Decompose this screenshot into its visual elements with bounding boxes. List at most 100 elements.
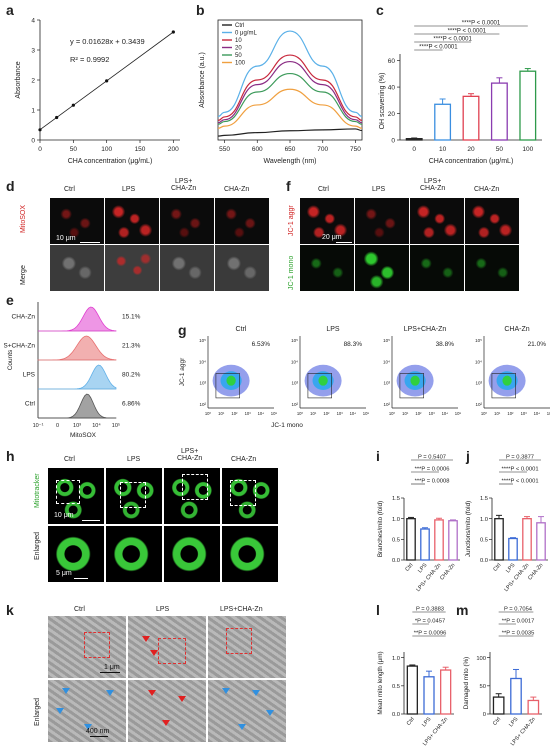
g-xtick-label: 10³ [429,411,436,416]
sig-label: ***P = 0.0008 [415,479,450,485]
h-scalebar [82,520,100,521]
g-ytick-label: 10⁵ [383,338,390,343]
g-ytick-label: 10⁴ [291,359,298,364]
panel-label-m: m [456,602,469,618]
d-col-lps-cha: LPS+ CHA-Zn [171,178,197,193]
f-img-lps-mono [355,245,409,291]
bar [510,677,522,715]
sig-label: P = 0.3877 [506,455,534,461]
g-ytick-label: 10⁵ [291,338,298,343]
d-row-merge: Merge [20,265,27,285]
sig-label: P = 0.5407 [418,455,446,461]
d-img-cha-merge [215,245,269,291]
d-img-lps-merge [105,245,159,291]
b-xtick-label: 550 [219,146,230,153]
f-row-aggr: JC-1 aggr [288,205,295,236]
e-row-label: LPS [23,372,36,379]
r-squared: R² = 0.9992 [70,55,110,64]
a-point [55,115,59,120]
g-gate-box [215,373,240,399]
equation: y = 0.01628x + 0.3439 [70,37,145,46]
g-xtick-label: 10² [231,411,238,416]
xtick-label: Ctrl [492,716,502,726]
g-col-title: LPS [326,326,340,333]
c-sig-label: ****P < 0.0001 [448,29,487,35]
h-enl-ctrl [48,526,104,582]
ytick-label: 1.0 [480,517,488,523]
e-row-label: CHA-Zn [12,314,36,321]
d-row-mitosox: MitoSOX [20,204,27,233]
k-img-ctrl [48,616,126,678]
sig-label: P = 0.3883 [416,607,444,613]
chart-b: 550 600 650 700 750 Wavelength (nm) Absorbance… [199,19,363,165]
d-img-ctrl-mitosox [50,198,104,244]
panel-label-d: d [6,178,15,194]
h-enl-scalebar [74,578,88,579]
c-bar [519,70,537,141]
e-histogram [37,335,117,361]
a-xtick-label: 0 [38,146,42,153]
c-xtick-label: 50 [496,146,504,153]
k-enl-scalebar [90,736,108,737]
a-point [105,79,109,83]
sig-label: *P = 0.0457 [415,619,445,625]
sig-label: **P = 0.0017 [502,619,535,625]
g-ytick-label: 10³ [199,381,206,386]
e-xtick-label: 10⁵ [112,422,120,429]
g-xtick-label: 10² [323,411,330,416]
ytick-label: 0.0 [392,558,400,564]
g-xtick-label: 10⁵ [271,411,278,416]
g-ytick-label: 10⁴ [475,359,482,364]
a-ytick-label: 0 [31,138,35,145]
g-xtick-label: 10³ [521,411,528,416]
bar [508,537,518,561]
c-sig-label: ****P < 0.0001 [462,21,501,27]
g-gate-box [399,373,424,399]
f-col-cha: CHA-Zn [474,186,500,193]
panel-label-j: j [466,448,470,464]
chart-a: 0 1 2 3 4 0 50 100 150 200 CHA concentration (μg/m… [15,18,180,165]
h-col-lps-cha: LPS+ CHA-Zn [177,448,203,463]
f-col-lps: LPS [372,186,386,193]
b-xtick-label: 600 [252,146,263,153]
sig-label: ***P = 0.0006 [415,467,450,473]
panel-label-b: b [196,2,205,18]
e-row-label: LPS+CHA-Zn [4,343,35,350]
d-scalebar [80,242,100,243]
d-col-lps: LPS [122,186,136,193]
b-legend-label: 100 [235,61,246,67]
a-xtick-label: 200 [168,146,179,153]
c-ytick-label: 60 [388,58,396,65]
bar [527,699,540,715]
b-series-line [217,60,363,124]
b-xtick-label: 750 [350,146,361,153]
panel-label-h: h [6,448,15,464]
d-scalebar-label: 10 μm [56,235,76,242]
h-img-ctrl [48,468,104,524]
sig-label: P = 0.7054 [504,607,533,613]
sig-label: **P = 0.0096 [414,631,447,637]
g-density-core [410,375,420,386]
g-col-title: Ctrl [236,326,247,333]
g-ytick-label: 10² [199,402,206,407]
h-row-mitotracker: Mitotracker [34,473,41,508]
xtick-label: LPS [421,716,432,728]
a-ytick-label: 1 [31,108,35,115]
ytick-label: 0.5 [392,538,400,544]
k-col-lps-cha: LPS+CHA-Zn [220,606,263,613]
e-row-pct: 6.86% [122,401,141,408]
bar [423,676,435,715]
c-xtick-label: 10 [439,146,447,153]
k-scalebar-label: 1 μm [104,664,120,671]
b-legend-label: 10 [235,38,242,44]
ytick-label: 50 [480,684,486,690]
c-sig-label: ****P < 0.0001 [419,45,458,51]
chart-c: 0 20 40 60 0 10 20 50 100 CHA concentration (μg/m… [379,21,542,165]
k-col-lps: LPS [156,606,170,613]
bar [434,519,444,561]
ytick-label: 1.0 [392,656,400,662]
xtick-label: Ctrl [492,562,502,572]
ytick-label: 0 [483,712,486,718]
b-legend-label: Ctrl [235,23,244,29]
